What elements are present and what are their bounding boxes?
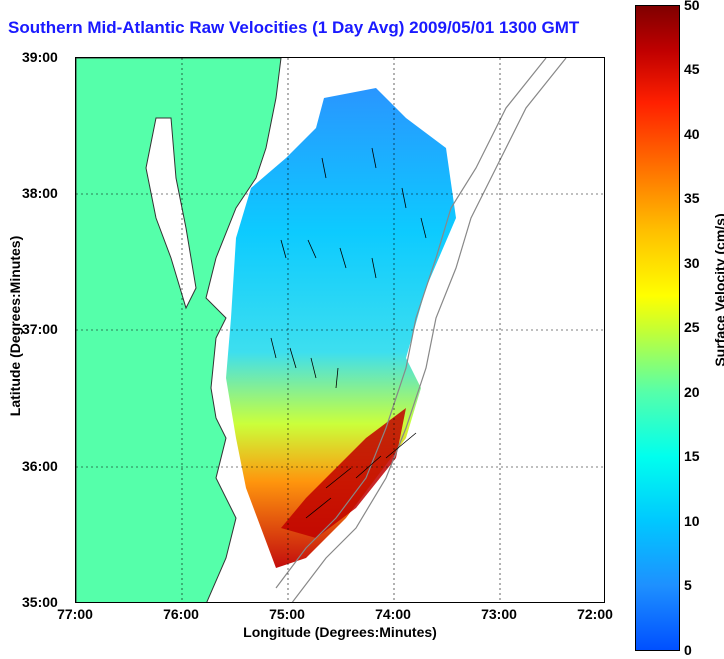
colorbar-tick: 30 [684,255,700,271]
colorbar-tick: 15 [684,448,700,464]
velocity-hotspot [281,408,406,538]
lon-tick: 74:00 [375,606,411,622]
colorbar-label: Surface Velocity (cm/s) [712,213,724,367]
map-svg [76,58,604,602]
colorbar-tick: 35 [684,190,700,206]
lon-tick: 77:00 [57,606,93,622]
lon-tick: 73:00 [481,606,517,622]
lon-tick: 75:00 [269,606,305,622]
depth-contour [291,58,567,602]
colorbar-tick: 40 [684,126,700,142]
lon-tick: 76:00 [163,606,199,622]
x-axis-label: Longitude (Degrees:Minutes) [243,624,437,640]
colorbar-tick: 0 [684,642,692,658]
colorbar [635,5,680,651]
colorbar-tick: 20 [684,384,700,400]
lon-tick: 72:00 [577,606,613,622]
colorbar-tick: 10 [684,513,700,529]
velocity-vectors [270,147,427,519]
colorbar-tick: 25 [684,319,700,335]
map-title: Southern Mid-Atlantic Raw Velocities (1 … [8,18,580,37]
lat-tick: 35:00 [22,594,58,610]
lat-tick: 38:00 [22,185,58,201]
lat-tick: 36:00 [22,458,58,474]
colorbar-tick: 50 [684,0,700,13]
lat-tick: 39:00 [22,49,58,65]
y-axis-label: Latitude (Degrees:Minutes) [7,235,23,417]
lat-tick: 37:00 [22,321,58,337]
colorbar-tick: 5 [684,577,692,593]
grid-lines [76,58,604,602]
chesapeake-bay [145,117,197,310]
depth-contour [275,58,547,589]
map-plot-area [75,57,605,603]
colorbar-tick: 45 [684,61,700,77]
